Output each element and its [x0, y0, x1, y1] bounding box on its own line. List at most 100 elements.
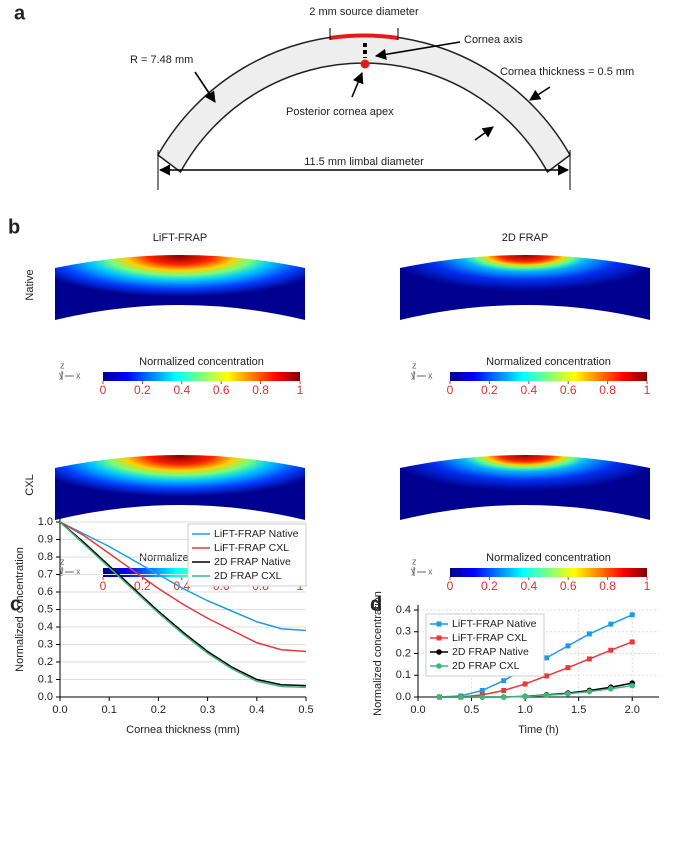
- colorbar-tick-label: 0.4: [173, 383, 190, 397]
- legend-label: 2D FRAP CXL: [214, 570, 282, 582]
- colorbar-tick-label: 1: [644, 383, 651, 397]
- legend-marker: [436, 635, 442, 641]
- colorbar-tick-label: 0.8: [599, 579, 616, 593]
- colorbar-tick-label: 0.2: [481, 579, 498, 593]
- panel-label: a: [14, 2, 26, 24]
- legend-label: LiFT-FRAP CXL: [214, 542, 289, 554]
- label: Posterior cornea apex: [286, 106, 394, 118]
- y-tick-label: 0.0: [396, 691, 411, 703]
- source: [329, 33, 399, 40]
- colorbar-tick-label: 0.6: [560, 383, 577, 397]
- arrow: [374, 41, 461, 60]
- axis-glyph: x: [76, 370, 81, 380]
- marker: [543, 692, 550, 699]
- heatmap: [55, 255, 305, 320]
- row-title: Native: [24, 269, 36, 300]
- x-axis-label: Cornea thickness (mm): [126, 724, 240, 736]
- x-tick-label: 1.5: [571, 704, 586, 716]
- legend-marker: [436, 621, 442, 627]
- colorbar: [450, 568, 647, 577]
- arrow: [529, 86, 551, 101]
- axis-glyph: z: [60, 360, 65, 370]
- marker: [608, 647, 614, 653]
- colorbar-tick-label: 1: [297, 383, 304, 397]
- colorbar-tick-label: 0: [447, 579, 454, 593]
- y-axis-label: Normalized concentration: [372, 591, 384, 716]
- x-tick-label: 0.0: [410, 704, 425, 716]
- legend-marker: [436, 649, 442, 655]
- marker: [586, 631, 592, 637]
- marker: [501, 687, 507, 693]
- x-tick-label: 0.5: [464, 704, 479, 716]
- colorbar-tick-label: 0.2: [481, 383, 498, 397]
- heatmap: [55, 455, 305, 520]
- x-tick-label: 0.0: [52, 704, 67, 716]
- marker: [586, 688, 593, 695]
- marker: [500, 694, 507, 700]
- colorbar-tick-label: 0: [100, 579, 107, 593]
- x-axis-label: Time (h): [518, 724, 559, 736]
- x-tick-label: 0.1: [102, 704, 117, 716]
- arrow: [351, 71, 364, 98]
- x-tick-label: 0.2: [151, 704, 166, 716]
- axis-glyph: x: [428, 370, 433, 380]
- label: 11.5 mm limbal diameter: [304, 156, 424, 168]
- y-tick-label: 0.1: [396, 669, 411, 681]
- marker: [544, 655, 550, 661]
- x-tick-label: 0.3: [200, 704, 215, 716]
- series-line: [59, 521, 307, 632]
- legend-label: 2D FRAP Native: [452, 646, 529, 658]
- y-axis-label: Normalized concentration: [14, 547, 26, 672]
- series-line: [59, 521, 307, 687]
- marker: [522, 693, 528, 700]
- colorbar-tick-label: 0.8: [252, 383, 269, 397]
- series-line: [439, 684, 633, 698]
- marker: [501, 678, 507, 684]
- legend-label: LiFT-FRAP Native: [214, 528, 299, 540]
- heatmap: [400, 255, 650, 320]
- colorbar: [103, 372, 300, 381]
- marker: [629, 612, 635, 618]
- colorbar-tick-label: 0.4: [520, 579, 537, 593]
- label: Cornea axis: [464, 34, 523, 46]
- colorbar-tick-label: 1: [644, 579, 651, 593]
- marker: [629, 639, 635, 645]
- colorbar-tick-label: 0.2: [134, 579, 151, 593]
- y-tick-label: 0.6: [38, 586, 53, 598]
- heatmaps: b LiFT-FRAP 2D FRAP Native Normalized conce…: [8, 216, 651, 593]
- colorbar-title: Normalized concentration: [486, 552, 611, 564]
- axis-glyph: z: [60, 556, 65, 566]
- axis-glyph: x: [76, 566, 81, 576]
- legend-label: LiFT-FRAP CXL: [452, 632, 527, 644]
- colorbar-tick-label: 0.8: [599, 383, 616, 397]
- marker: [522, 681, 528, 687]
- axis-glyph: z: [412, 360, 417, 370]
- legend-marker: [436, 663, 442, 669]
- x-tick-label: 1.0: [517, 704, 532, 716]
- y-tick-label: 0.3: [38, 638, 53, 650]
- y-tick-label: 0.9: [38, 533, 53, 545]
- series-line: [439, 641, 633, 698]
- colorbar-tick-label: 0.2: [134, 383, 151, 397]
- y-tick-label: 0.4: [38, 621, 53, 633]
- marker: [608, 685, 614, 692]
- y-tick-label: 0.7: [38, 568, 53, 580]
- marker: [629, 682, 636, 689]
- arrow: [474, 126, 494, 141]
- label: R = 7.48 mm: [130, 54, 193, 66]
- label: Cornea thickness = 0.5 mm: [500, 66, 634, 78]
- marker: [565, 665, 571, 671]
- colorbar-tick-label: 0.4: [520, 383, 537, 397]
- charts: 0.0 0.1 0.2 0.3 0.4 0.5 0.6 0.7 0.8 0.9 1.0 0.0 0.1 0…: [10, 516, 659, 736]
- y-tick-label: 0.0: [38, 691, 53, 703]
- y-tick-label: 1.0: [38, 516, 53, 528]
- legend-label: LiFT-FRAP Native: [452, 618, 537, 630]
- apex-dot: [360, 59, 370, 69]
- marker: [458, 694, 464, 700]
- colorbar-title: Normalized concentration: [486, 356, 611, 368]
- axis-glyph: x: [428, 566, 433, 576]
- row-title: CXL: [24, 474, 36, 495]
- y-tick-label: 0.4: [396, 604, 411, 616]
- diagram: a 2 mm source diameter Cornea axis R = 7…: [14, 2, 634, 190]
